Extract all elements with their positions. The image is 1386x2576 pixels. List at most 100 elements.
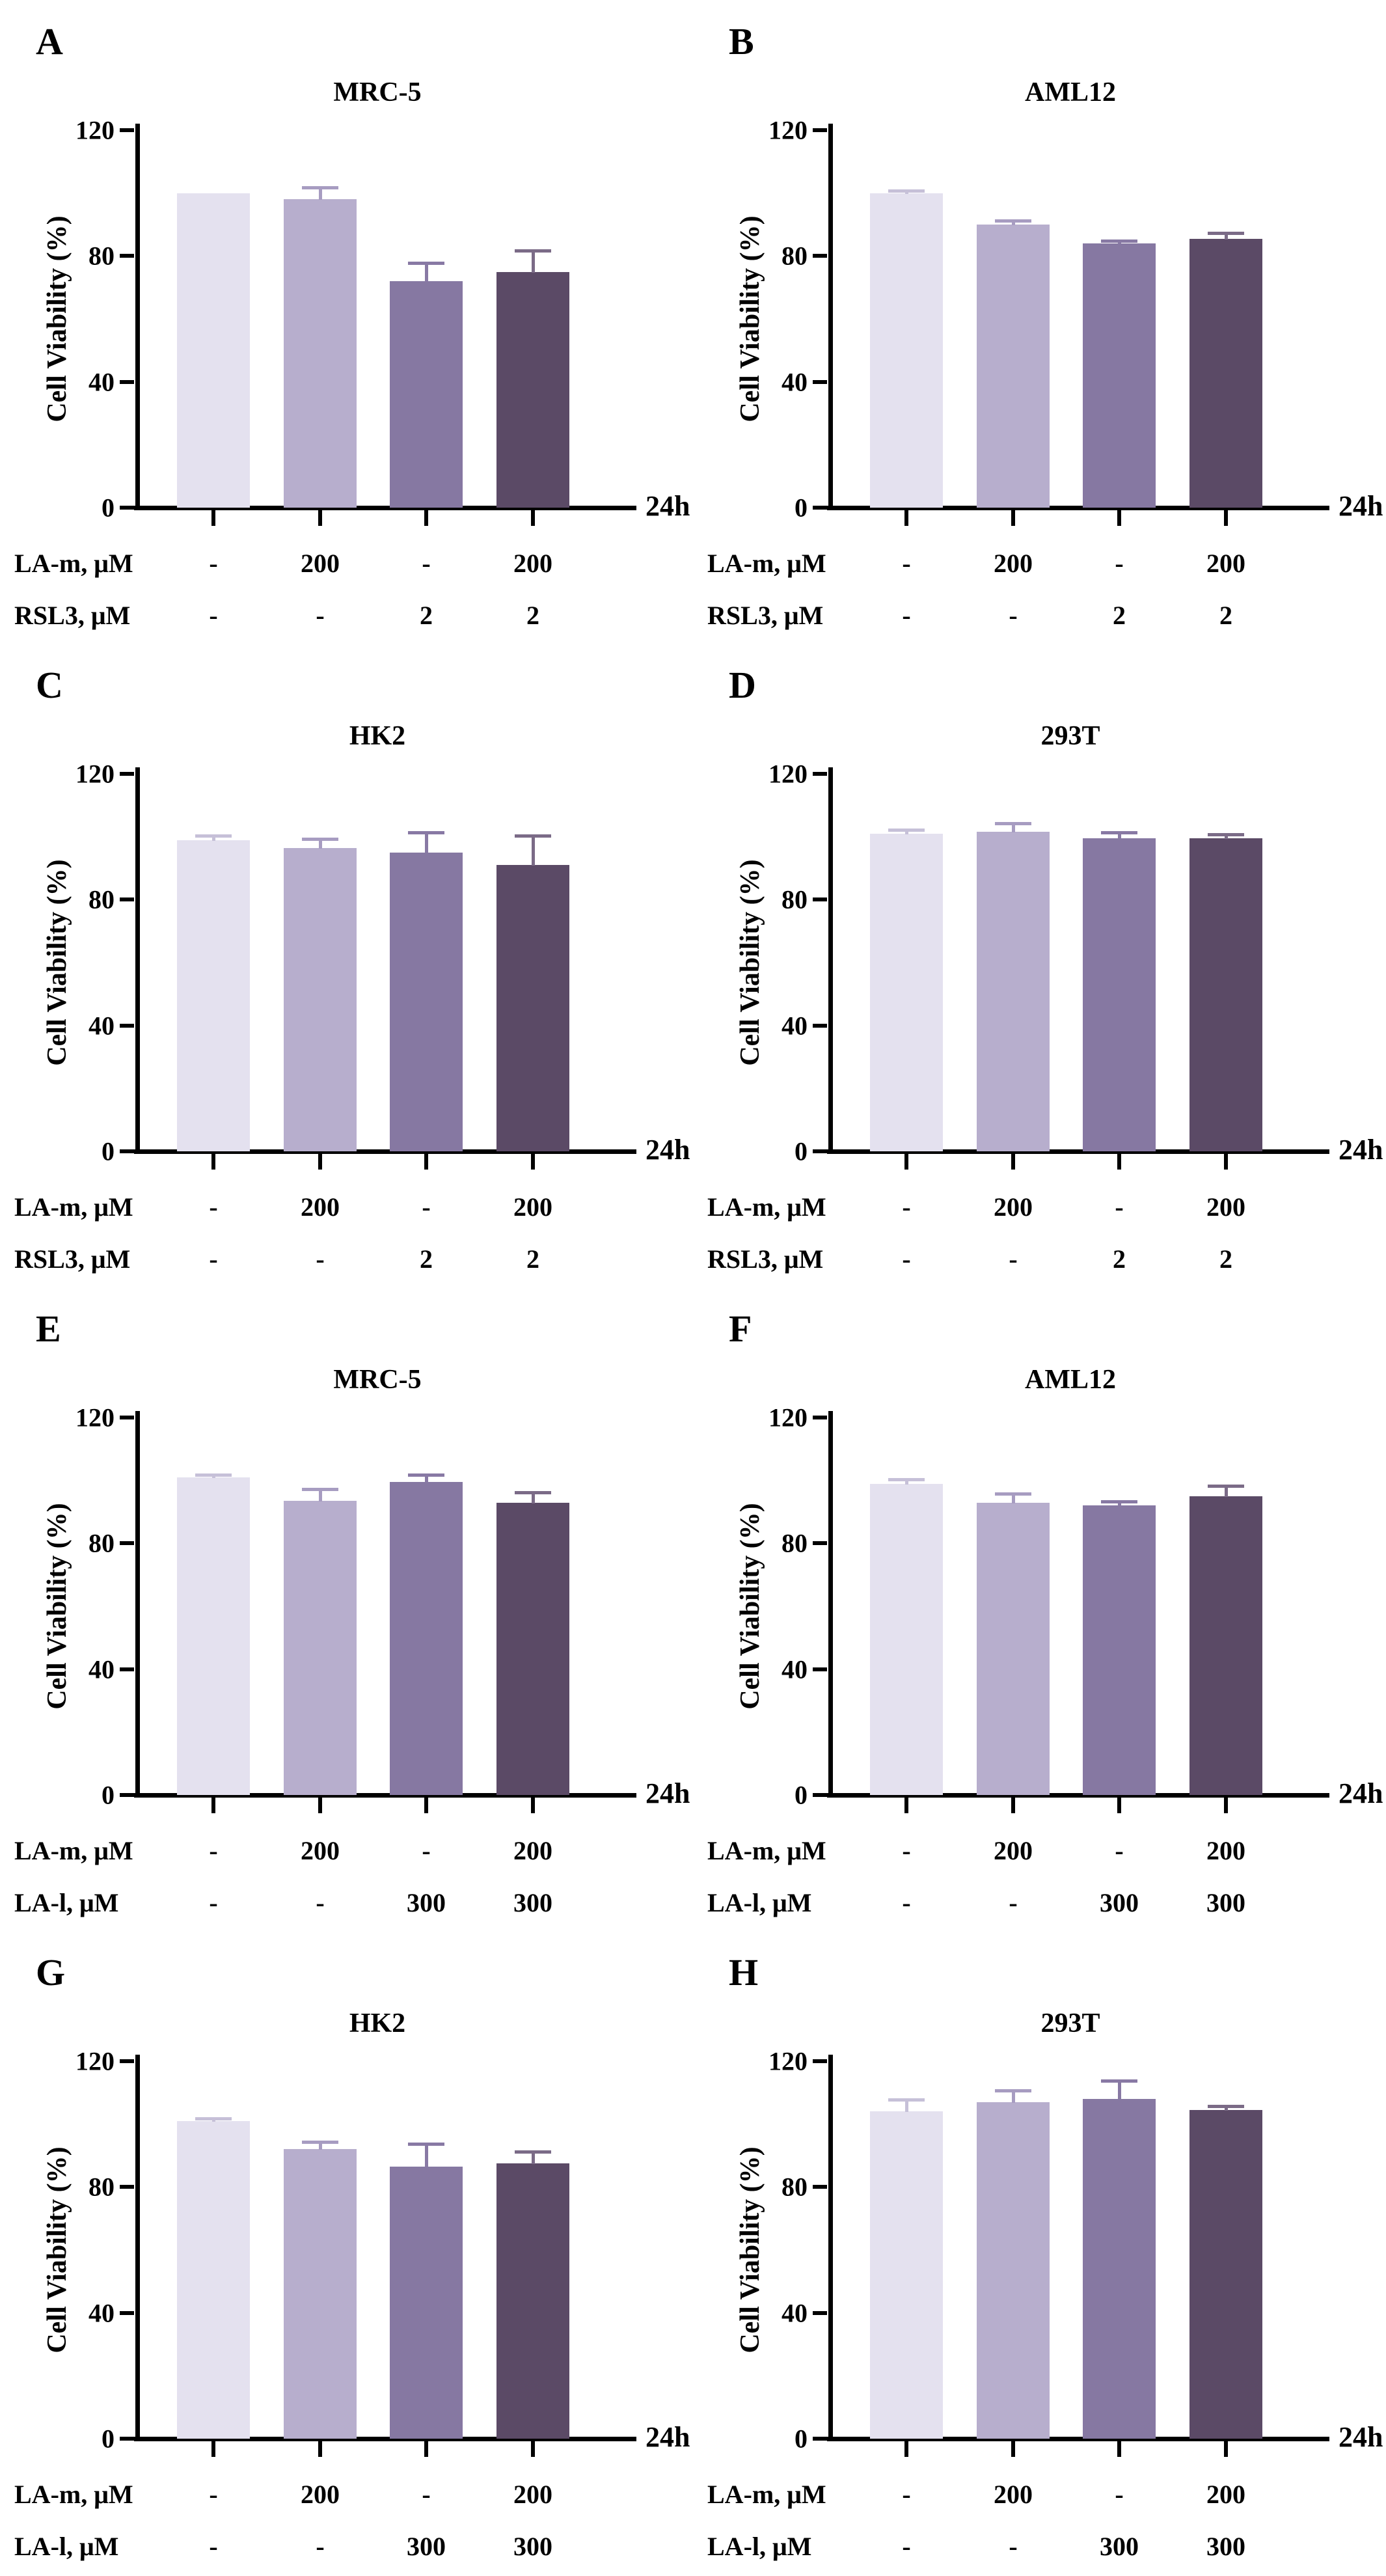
chart-title: HK2 — [349, 2008, 406, 2038]
bar — [177, 193, 250, 508]
x-tick-mark — [1011, 1796, 1015, 1813]
dose-value: - — [902, 2532, 911, 2561]
x-tick-mark — [904, 2440, 908, 2457]
dose-value: 300 — [513, 2532, 552, 2561]
dose-row-label: RSL3, μM — [707, 601, 824, 630]
y-axis-line — [828, 124, 833, 510]
dose-value: - — [1115, 549, 1124, 578]
y-tick-mark — [813, 2185, 827, 2189]
error-bar-stem — [1224, 2105, 1228, 2111]
y-tick-mark — [120, 2185, 134, 2189]
x-tick-mark — [318, 509, 322, 526]
x-axis-line — [827, 506, 1329, 510]
error-bar-stem — [318, 187, 322, 200]
error-bar-stem — [1117, 832, 1121, 840]
dose-row-label: LA-m, μM — [707, 2480, 826, 2509]
y-tick-label: 80 — [781, 1528, 808, 1558]
x-tick-mark — [318, 1796, 322, 1813]
x-tick-mark — [424, 509, 428, 526]
dose-value: 300 — [1100, 1888, 1139, 1917]
y-tick-mark — [813, 1541, 827, 1545]
error-bar-stem — [1117, 1501, 1121, 1507]
y-axis-line — [828, 2055, 833, 2441]
bar — [496, 1502, 569, 1795]
error-bar-stem — [1011, 823, 1015, 833]
x-axis-line — [134, 506, 636, 510]
plot-area — [140, 1418, 615, 1813]
bar — [390, 1482, 463, 1795]
figure-panel: A MRC-5 Cell Viability (%) 120 80 40 0 — [0, 0, 693, 644]
bar — [496, 865, 569, 1151]
dose-value: 200 — [994, 549, 1033, 578]
x-tick-mark — [1224, 1153, 1228, 1170]
y-tick-mark — [120, 380, 134, 384]
x-tick-mark — [1011, 2440, 1015, 2457]
dose-value: - — [209, 549, 218, 578]
dose-row-2: RSL3, μM - - 2 2 — [693, 600, 1386, 637]
bar — [1189, 2109, 1262, 2439]
y-axis-line — [828, 767, 833, 1154]
dose-value: 200 — [513, 1192, 552, 1222]
error-bar-cap — [1208, 1484, 1244, 1488]
y-tick-label: 0 — [102, 1136, 115, 1166]
dose-value: 2 — [526, 1244, 539, 1274]
dose-row-1: LA-m, μM - 200 - 200 — [693, 1192, 1386, 1228]
y-tick-label: 80 — [781, 2172, 808, 2202]
dose-row-1: LA-m, μM - 200 - 200 — [693, 548, 1386, 584]
x-axis-line — [827, 1793, 1329, 1798]
y-tick-mark — [813, 2059, 827, 2063]
dose-row-1: LA-m, μM - 200 - 200 — [693, 2479, 1386, 2515]
y-tick-label: 120 — [768, 2046, 808, 2076]
error-bar-stem — [424, 263, 428, 282]
y-tick-mark — [120, 2311, 134, 2315]
error-bar-cap — [195, 1473, 232, 1477]
y-tick-label: 40 — [88, 367, 115, 397]
time-label: 24h — [645, 2420, 690, 2453]
x-tick-mark — [1117, 2440, 1121, 2457]
bar — [177, 840, 250, 1151]
x-axis-line — [134, 1149, 636, 1154]
x-tick-mark — [1011, 1153, 1015, 1170]
x-tick-mark — [531, 1153, 535, 1170]
panel-letter: B — [729, 20, 754, 62]
x-tick-mark — [904, 509, 908, 526]
y-tick-label: 40 — [781, 2298, 808, 2328]
dose-value: - — [1009, 2532, 1018, 2561]
dose-row-2: RSL3, μM - - 2 2 — [0, 1244, 693, 1280]
dose-value: 2 — [1219, 601, 1232, 630]
dose-value: 200 — [513, 1836, 552, 1865]
dose-value: - — [209, 1192, 218, 1222]
bar — [1083, 838, 1156, 1151]
y-tick-label: 120 — [75, 1403, 115, 1432]
panel-letter: D — [729, 664, 756, 706]
y-tick-label: 40 — [88, 1011, 115, 1041]
dose-value: 2 — [1113, 1244, 1126, 1274]
chart-title: AML12 — [1025, 77, 1116, 107]
figure-panel: D 293T Cell Viability (%) 120 80 40 0 — [693, 644, 1386, 1287]
panel-letter: C — [36, 664, 63, 706]
y-tick-mark — [813, 897, 827, 901]
dose-row-1: LA-m, μM - 200 - 200 — [0, 2479, 693, 2515]
bar — [390, 281, 463, 508]
plot-area — [833, 2061, 1308, 2457]
figure-panel: E MRC-5 Cell Viability (%) 120 80 40 0 — [0, 1287, 693, 1931]
y-axis-line — [135, 1411, 140, 1798]
dose-value: 2 — [420, 1244, 433, 1274]
x-tick-mark — [211, 1796, 215, 1813]
dose-value: 300 — [1206, 1888, 1245, 1917]
error-bar-stem — [904, 1479, 908, 1485]
chart-title: MRC-5 — [333, 1365, 422, 1395]
error-bar-cap — [408, 262, 444, 265]
panel-letter: E — [36, 1308, 61, 1350]
dose-value: - — [209, 2532, 218, 2561]
y-tick-label: 120 — [75, 2046, 115, 2076]
error-bar-stem — [1011, 220, 1015, 225]
figure-panel: H 293T Cell Viability (%) 120 80 40 0 — [693, 1931, 1386, 2575]
error-bar-stem — [904, 829, 908, 834]
y-tick-label: 0 — [102, 493, 115, 523]
dose-row-1: LA-m, μM - 200 - 200 — [693, 1835, 1386, 1872]
error-bar-stem — [531, 2151, 535, 2165]
figure-panel: C HK2 Cell Viability (%) 120 80 40 0 — [0, 644, 693, 1287]
y-tick-mark — [813, 2437, 827, 2441]
dose-value: - — [1115, 2480, 1124, 2509]
